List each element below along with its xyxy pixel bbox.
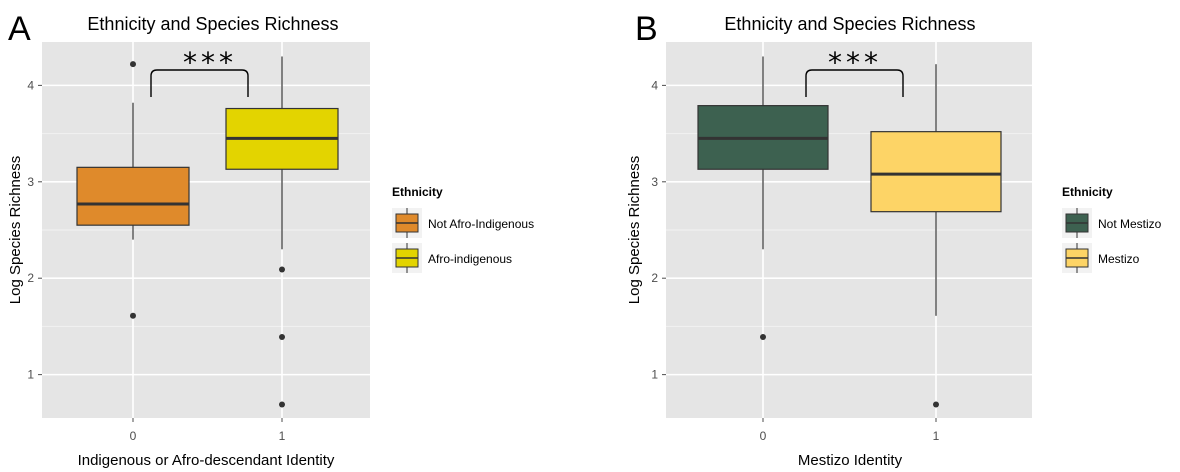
legend-label: Not Mestizo	[1098, 217, 1162, 231]
legend-title: Ethnicity	[392, 185, 443, 199]
significance-bracket	[150, 69, 249, 97]
y-tick-label: 3	[651, 175, 658, 189]
outlier-point	[760, 334, 766, 341]
box-body	[76, 166, 190, 226]
legend-label: Not Afro-Indigenous	[428, 217, 534, 231]
y-tick-label: 2	[27, 271, 34, 285]
y-axis-label: Log Species Richness	[626, 156, 643, 304]
panel-letter: A	[8, 10, 31, 48]
x-tick-label: 1	[933, 429, 940, 443]
x-tick-label: 1	[279, 429, 286, 443]
outlier-point	[279, 266, 285, 273]
panel-b: B Ethnicity and Species Richness 1 2 3 4 0 1 ***…	[626, 10, 1162, 469]
outlier-point	[279, 334, 285, 341]
outlier-point	[933, 401, 939, 408]
legend: Ethnicity Not Mestizo Mestizo	[1062, 185, 1162, 273]
y-tick-label: 4	[651, 78, 658, 92]
x-axis-label: Indigenous or Afro-descendant Identity	[78, 452, 335, 469]
legend-title: Ethnicity	[1062, 185, 1113, 199]
outlier-point	[130, 312, 136, 319]
y-tick-label: 4	[27, 78, 34, 92]
y-tick-label: 2	[651, 271, 658, 285]
legend-label: Afro-indigenous	[428, 252, 512, 266]
panel-a: A Ethnicity and Species Richness 1 2 3 4 0 1 ***…	[7, 10, 534, 469]
outlier-point	[279, 401, 285, 408]
box-1	[225, 56, 339, 408]
x-tick-label: 0	[130, 429, 137, 443]
significance-annotation: ***	[828, 46, 882, 79]
y-tick-label: 3	[27, 175, 34, 189]
box-body	[870, 131, 1002, 213]
x-axis-label: Mestizo Identity	[798, 452, 903, 469]
box-1	[870, 64, 1002, 408]
legend-label: Mestizo	[1098, 252, 1140, 266]
y-tick-label: 1	[651, 368, 658, 382]
chart-title: Ethnicity and Species Richness	[724, 14, 975, 34]
significance-annotation: ***	[183, 46, 237, 79]
outlier-point	[130, 61, 136, 68]
box-0	[697, 56, 829, 341]
y-tick-label: 1	[27, 368, 34, 382]
panel-letter: B	[635, 10, 658, 48]
legend: Ethnicity Not Afro-Indigenous Afro-indigen…	[392, 185, 534, 273]
y-axis-label: Log Species Richness	[7, 156, 24, 304]
significance-bracket	[805, 69, 904, 97]
x-tick-label: 0	[760, 429, 767, 443]
chart-title: Ethnicity and Species Richness	[87, 14, 338, 34]
box-0	[76, 61, 190, 319]
